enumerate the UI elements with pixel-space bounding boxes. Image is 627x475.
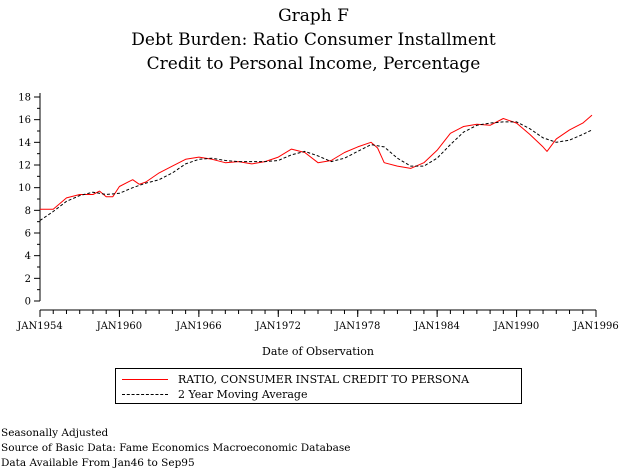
x-axis-title: Date of Observation [262,345,374,358]
y-tick-label: 16 [18,115,31,126]
y-tick-label: 12 [18,161,31,172]
footnote-source: Source of Basic Data: Fame Economics Mac… [1,442,351,454]
footnote-availability: Data Available From Jan46 to Sep95 [1,457,195,469]
chart-axes: 0 2 4 6 8 10 12 14 16 18 JAN1954 JAN1960 JAN1966 JAN1… [16,93,618,333]
x-tick-label: JAN1996 [572,321,618,332]
footnotes: Seasonally Adjusted Source of Basic Data… [1,426,350,471]
legend: RATIO, CONSUMER INSTAL CREDIT TO PERSONA… [115,368,522,404]
y-tick-label: 18 [18,93,31,104]
y-tick-label: 14 [18,138,31,149]
y-tick-label: 6 [25,229,31,240]
x-tick-label: JAN1954 [16,321,62,332]
legend-swatch-moving-average [122,393,168,395]
x-tick-label: JAN1960 [96,321,142,332]
legend-item-ratio: RATIO, CONSUMER INSTAL CREDIT TO PERSONA [122,372,469,386]
legend-label-ratio: RATIO, CONSUMER INSTAL CREDIT TO PERSONA [178,372,470,386]
x-tick-label: JAN1972 [255,321,301,332]
y-tick-label: 8 [25,206,31,217]
legend-item-moving-average: 2 Year Moving Average [122,387,307,401]
x-tick-label: JAN1984 [413,321,459,332]
chart-series-layer [39,114,593,221]
x-tick-label: JAN1978 [334,321,380,332]
chart-title-line-2: Debt Burden: Ratio Consumer Installment [131,30,496,50]
y-tick-label: 4 [25,251,31,262]
series-line-ratio [40,114,593,210]
x-tick-label: JAN1966 [175,321,221,332]
y-tick-label: 10 [18,183,31,194]
chart-title-line-1: Graph F [278,6,349,26]
series-line-moving-average [39,121,593,221]
chart-title: Graph F Debt Burden: Ratio Consumer Inst… [0,4,627,76]
legend-label-moving-average: 2 Year Moving Average [178,387,308,401]
y-tick-label: 0 [25,297,31,308]
legend-swatch-ratio [122,378,168,380]
chart-title-line-3: Credit to Personal Income, Percentage [146,54,481,74]
x-tick-label: JAN1990 [493,321,539,332]
y-tick-label: 2 [25,274,31,285]
footnote-seasonal: Seasonally Adjusted [1,427,109,439]
